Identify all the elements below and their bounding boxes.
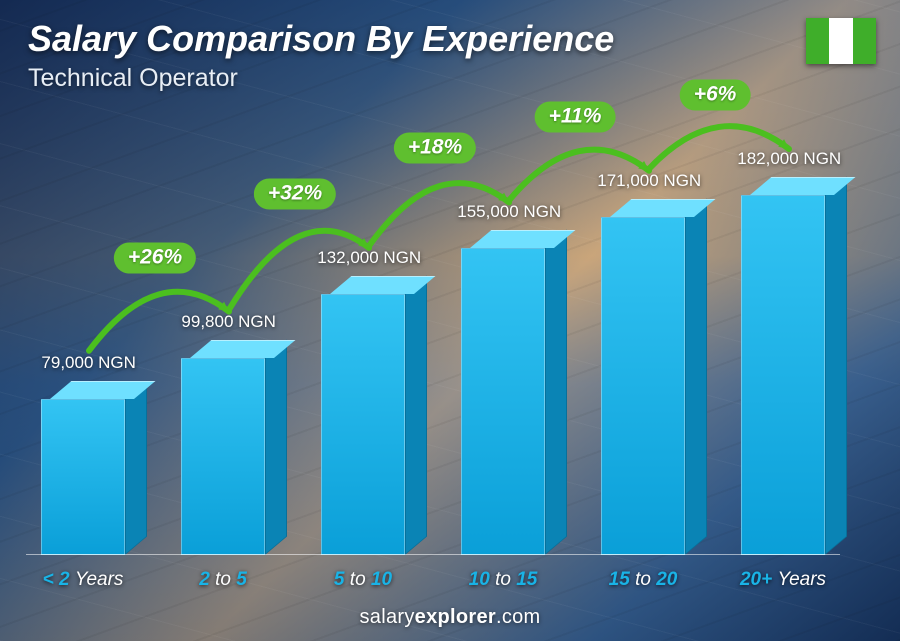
bar — [741, 195, 825, 555]
bar-side — [685, 199, 707, 555]
footer-domain: explorer — [415, 606, 496, 628]
bar-front — [41, 399, 125, 555]
delta-pill: +6% — [680, 80, 751, 111]
bar-front — [601, 217, 685, 555]
delta-arrow-icon — [26, 110, 840, 555]
footer-brand: salary — [359, 606, 414, 628]
flag-stripe-left — [806, 18, 829, 64]
bar-side — [265, 340, 287, 555]
footer-attribution: salaryexplorer.com — [0, 606, 900, 629]
delta-arrow-icon — [26, 110, 840, 555]
bar-category-label: 5 to 10 — [334, 569, 392, 591]
bar-chart: 79,000 NGN< 2 Years99,800 NGN2 to 5132,0… — [26, 110, 840, 555]
delta-arrow-icon — [26, 110, 840, 555]
bar — [41, 399, 125, 555]
nigeria-flag-icon — [806, 18, 876, 64]
bar-front — [181, 358, 265, 555]
bar-slot: 99,800 NGN2 to 5 — [166, 110, 280, 555]
bar-side — [125, 381, 147, 555]
bar-slot: 132,000 NGN5 to 10 — [306, 110, 420, 555]
bar-category-label: 15 to 20 — [609, 569, 678, 591]
delta-arrow-icon — [26, 110, 840, 555]
bar-slot: 182,000 NGN20+ Years — [726, 110, 840, 555]
bar-value-label: 99,800 NGN — [181, 312, 275, 332]
bar-side — [405, 276, 427, 555]
bar-front — [741, 195, 825, 555]
bar — [181, 358, 265, 555]
bar-value-label: 132,000 NGN — [317, 248, 421, 268]
bar-front — [461, 248, 545, 555]
delta-annotation: +32% — [26, 110, 840, 555]
footer-tld: .com — [496, 606, 541, 628]
bar-value-label: 155,000 NGN — [457, 202, 561, 222]
bar-value-label: 171,000 NGN — [597, 171, 701, 191]
flag-stripe-mid — [829, 18, 852, 64]
bar-category-label: 20+ Years — [740, 569, 826, 591]
bar-category-label: 2 to 5 — [199, 569, 247, 591]
bar-slot: 79,000 NGN< 2 Years — [26, 110, 140, 555]
bar-front — [321, 294, 405, 555]
delta-annotation: +26% — [26, 110, 840, 555]
bar-category-label: < 2 Years — [43, 569, 124, 591]
bar-value-label: 182,000 NGN — [737, 149, 841, 169]
chart-baseline — [26, 554, 840, 555]
delta-arrow-icon — [26, 110, 840, 555]
delta-annotation: +11% — [26, 110, 840, 555]
bar-slot: 155,000 NGN10 to 15 — [446, 110, 560, 555]
chart-subtitle: Technical Operator — [28, 64, 238, 93]
bar-slot: 171,000 NGN15 to 20 — [586, 110, 700, 555]
bar-side — [545, 230, 567, 555]
bar — [461, 248, 545, 555]
delta-annotation: +6% — [26, 110, 840, 555]
flag-stripe-right — [853, 18, 876, 64]
infographic-canvas: Salary Comparison By Experience Technica… — [0, 0, 900, 641]
bar — [601, 217, 685, 555]
bar-value-label: 79,000 NGN — [41, 353, 136, 373]
delta-annotation: +18% — [26, 110, 840, 555]
bar — [321, 294, 405, 555]
bar-side — [825, 177, 847, 555]
bar-category-label: 10 to 15 — [469, 569, 538, 591]
chart-title: Salary Comparison By Experience — [28, 18, 614, 60]
